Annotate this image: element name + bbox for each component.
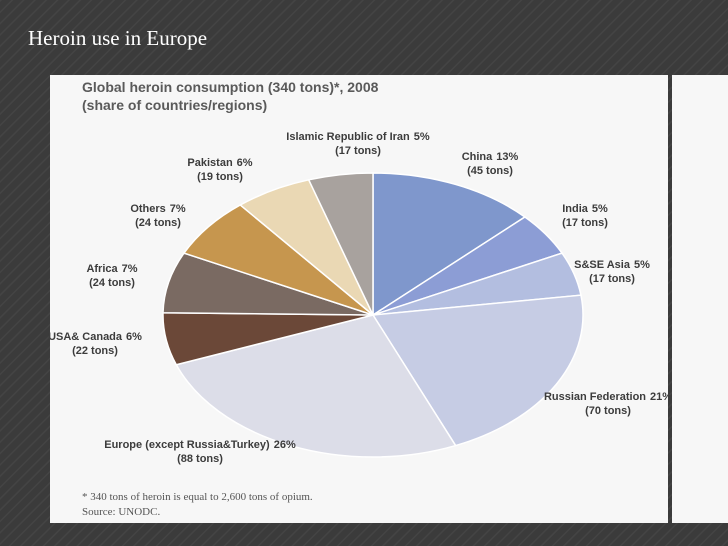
slice-label: Islamic Republic of Iran 5%	[286, 131, 430, 143]
category-label: Africa	[86, 263, 118, 275]
category-label: Pakistan	[187, 157, 233, 169]
category-label: USA& Canada	[48, 331, 123, 343]
footnote: * 340 tons of heroin is equal to 2,600 t…	[82, 491, 313, 503]
tons-label: (70 tons)	[585, 405, 631, 417]
tons-label: (24 tons)	[135, 217, 181, 229]
slice-label: Others 7%	[130, 203, 186, 215]
value-label: 5%	[414, 131, 430, 143]
pie-slice	[175, 314, 457, 458]
tons-label: (88 tons)	[177, 453, 223, 465]
category-label: Islamic Republic of Iran	[286, 131, 410, 143]
value-label: 21%	[650, 391, 672, 403]
tons-label: (17 tons)	[589, 273, 635, 285]
slice-label: Russian Federation 21%	[544, 391, 672, 403]
chart-title: Global heroin consumption (340 tons)*, 2…	[82, 79, 379, 95]
value-label: 13%	[496, 151, 518, 163]
tons-label: (24 tons)	[89, 277, 135, 289]
value-label: 5%	[634, 259, 650, 271]
value-label: 26%	[274, 439, 296, 451]
category-label: Europe (except Russia&Turkey)	[104, 439, 270, 451]
pie-slice	[371, 294, 584, 447]
tons-label: (19 tons)	[197, 171, 243, 183]
slice-label: USA& Canada 6%	[48, 331, 142, 343]
pie-slice	[372, 172, 527, 317]
tons-label: (17 tons)	[562, 217, 608, 229]
category-label: Russian Federation	[544, 391, 646, 403]
source: Source: UNODC.	[82, 506, 160, 518]
tons-label: (22 tons)	[72, 345, 118, 357]
slice-label: Africa 7%	[86, 263, 137, 275]
pie: China 13%(45 tons)India 5%(17 tons)S&SE As…	[48, 131, 672, 465]
pie-slice	[307, 172, 374, 316]
chart-subtitle: (share of countries/regions)	[82, 97, 267, 113]
slice-label: Europe (except Russia&Turkey) 26%	[104, 439, 296, 451]
slice-label: S&SE Asia 5%	[574, 259, 650, 271]
tons-label: (45 tons)	[467, 165, 513, 177]
tons-label: (17 tons)	[335, 145, 381, 157]
value-label: 6%	[126, 331, 142, 343]
value-label: 5%	[592, 203, 608, 215]
slice-label: India 5%	[562, 203, 608, 215]
slide-title: Heroin use in Europe	[28, 26, 207, 50]
category-label: S&SE Asia	[574, 259, 631, 271]
value-label: 6%	[237, 157, 253, 169]
slice-label: China 13%	[462, 151, 519, 163]
slice-label: Pakistan 6%	[187, 157, 252, 169]
category-label: Others	[130, 203, 165, 215]
category-label: China	[462, 151, 493, 163]
clipped-image	[672, 75, 728, 523]
category-label: India	[562, 203, 589, 215]
value-label: 7%	[170, 203, 186, 215]
value-label: 7%	[122, 263, 138, 275]
